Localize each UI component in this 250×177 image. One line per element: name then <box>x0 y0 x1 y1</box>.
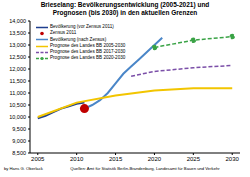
svg-text:2020: 2020 <box>148 156 162 162</box>
html-text:Quellen: Amt für Statistik Ber: Quellen: Amt für Statistik Berlin-Brande… <box>70 166 220 171</box>
html-text:Zensus 2011: Zensus 2011 <box>50 30 77 36</box>
html-text:Prognose des Landes BB 2017-20: Prognose des Landes BB 2017-2030 <box>50 49 126 55</box>
html-text:Prognose des Landes BB 2005-20: Prognose des Landes BB 2005-2030 <box>50 42 126 48</box>
html-text:Prognose des Landes BB 2020-20: Prognose des Landes BB 2020-2030 <box>50 55 126 61</box>
svg-text:11,500: 11,500 <box>10 78 26 84</box>
svg-text:9,000: 9,000 <box>12 138 26 144</box>
svg-text:8,500: 8,500 <box>12 150 26 156</box>
svg-text:2010: 2010 <box>70 156 84 162</box>
svg-text:13,000: 13,000 <box>9 42 26 48</box>
svg-text:10,000: 10,000 <box>9 114 26 120</box>
svg-text:11,000: 11,000 <box>10 90 26 96</box>
svg-text:12,000: 12,000 <box>9 66 26 72</box>
svg-text:14,000: 14,000 <box>9 18 26 24</box>
html-text:Bevölkerung (vor Zensus 2011): Bevölkerung (vor Zensus 2011) <box>50 24 114 29</box>
html-text:Bevölkerung (nach Zensus): Bevölkerung (nach Zensus) <box>50 36 107 42</box>
svg-text:2025: 2025 <box>187 156 201 162</box>
html-text:by Hans G. Oberlack: by Hans G. Oberlack <box>4 166 43 171</box>
svg-text:12,500: 12,500 <box>9 54 26 60</box>
html-text:Brieselang: Bevölkerungsentwic: Brieselang: Bevölkerungsentwicklung (200… <box>40 1 210 16</box>
svg-text:2005: 2005 <box>31 156 45 162</box>
svg-text:2015: 2015 <box>109 156 123 162</box>
svg-text:13,500: 13,500 <box>9 30 26 36</box>
svg-text:10,500: 10,500 <box>9 102 26 108</box>
svg-text:2030: 2030 <box>226 156 240 162</box>
svg-text:9,500: 9,500 <box>12 126 26 132</box>
